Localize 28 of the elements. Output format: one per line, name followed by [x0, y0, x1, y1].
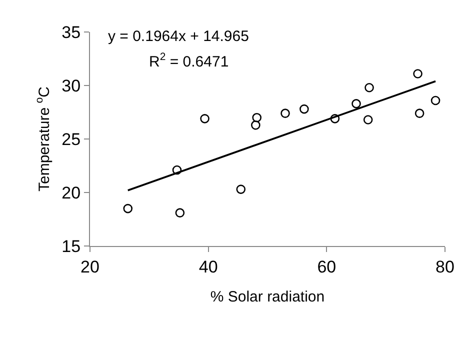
point	[414, 108, 424, 118]
point	[200, 114, 210, 124]
point	[363, 115, 373, 124]
y-tick-label: 30	[62, 76, 81, 96]
point	[252, 112, 262, 122]
point	[300, 104, 309, 114]
point	[352, 99, 361, 108]
point	[413, 69, 422, 78]
point	[175, 208, 185, 218]
y-tick-label: 25	[62, 130, 81, 149]
x-axis-title: % Solar radiation	[210, 288, 325, 306]
y-tick-label: 15	[62, 236, 81, 256]
x-tick-label: 20	[80, 257, 100, 276]
x-tick-label: 60	[317, 257, 336, 276]
point	[123, 204, 133, 214]
point	[430, 96, 440, 106]
annotation: y = 0.1964x + 14.965	[108, 28, 249, 45]
x-tick-label: 80	[436, 257, 454, 276]
x-tick-label: 40	[198, 257, 218, 276]
point	[280, 108, 290, 118]
point	[330, 114, 340, 124]
point	[251, 120, 260, 130]
y-tick-label: 20	[62, 183, 81, 202]
point	[236, 184, 246, 194]
annotation: R$^{2}$ = 0.6471	[149, 51, 229, 70]
y-tick-label: 35	[62, 22, 81, 42]
point	[172, 165, 182, 175]
point	[364, 82, 374, 92]
